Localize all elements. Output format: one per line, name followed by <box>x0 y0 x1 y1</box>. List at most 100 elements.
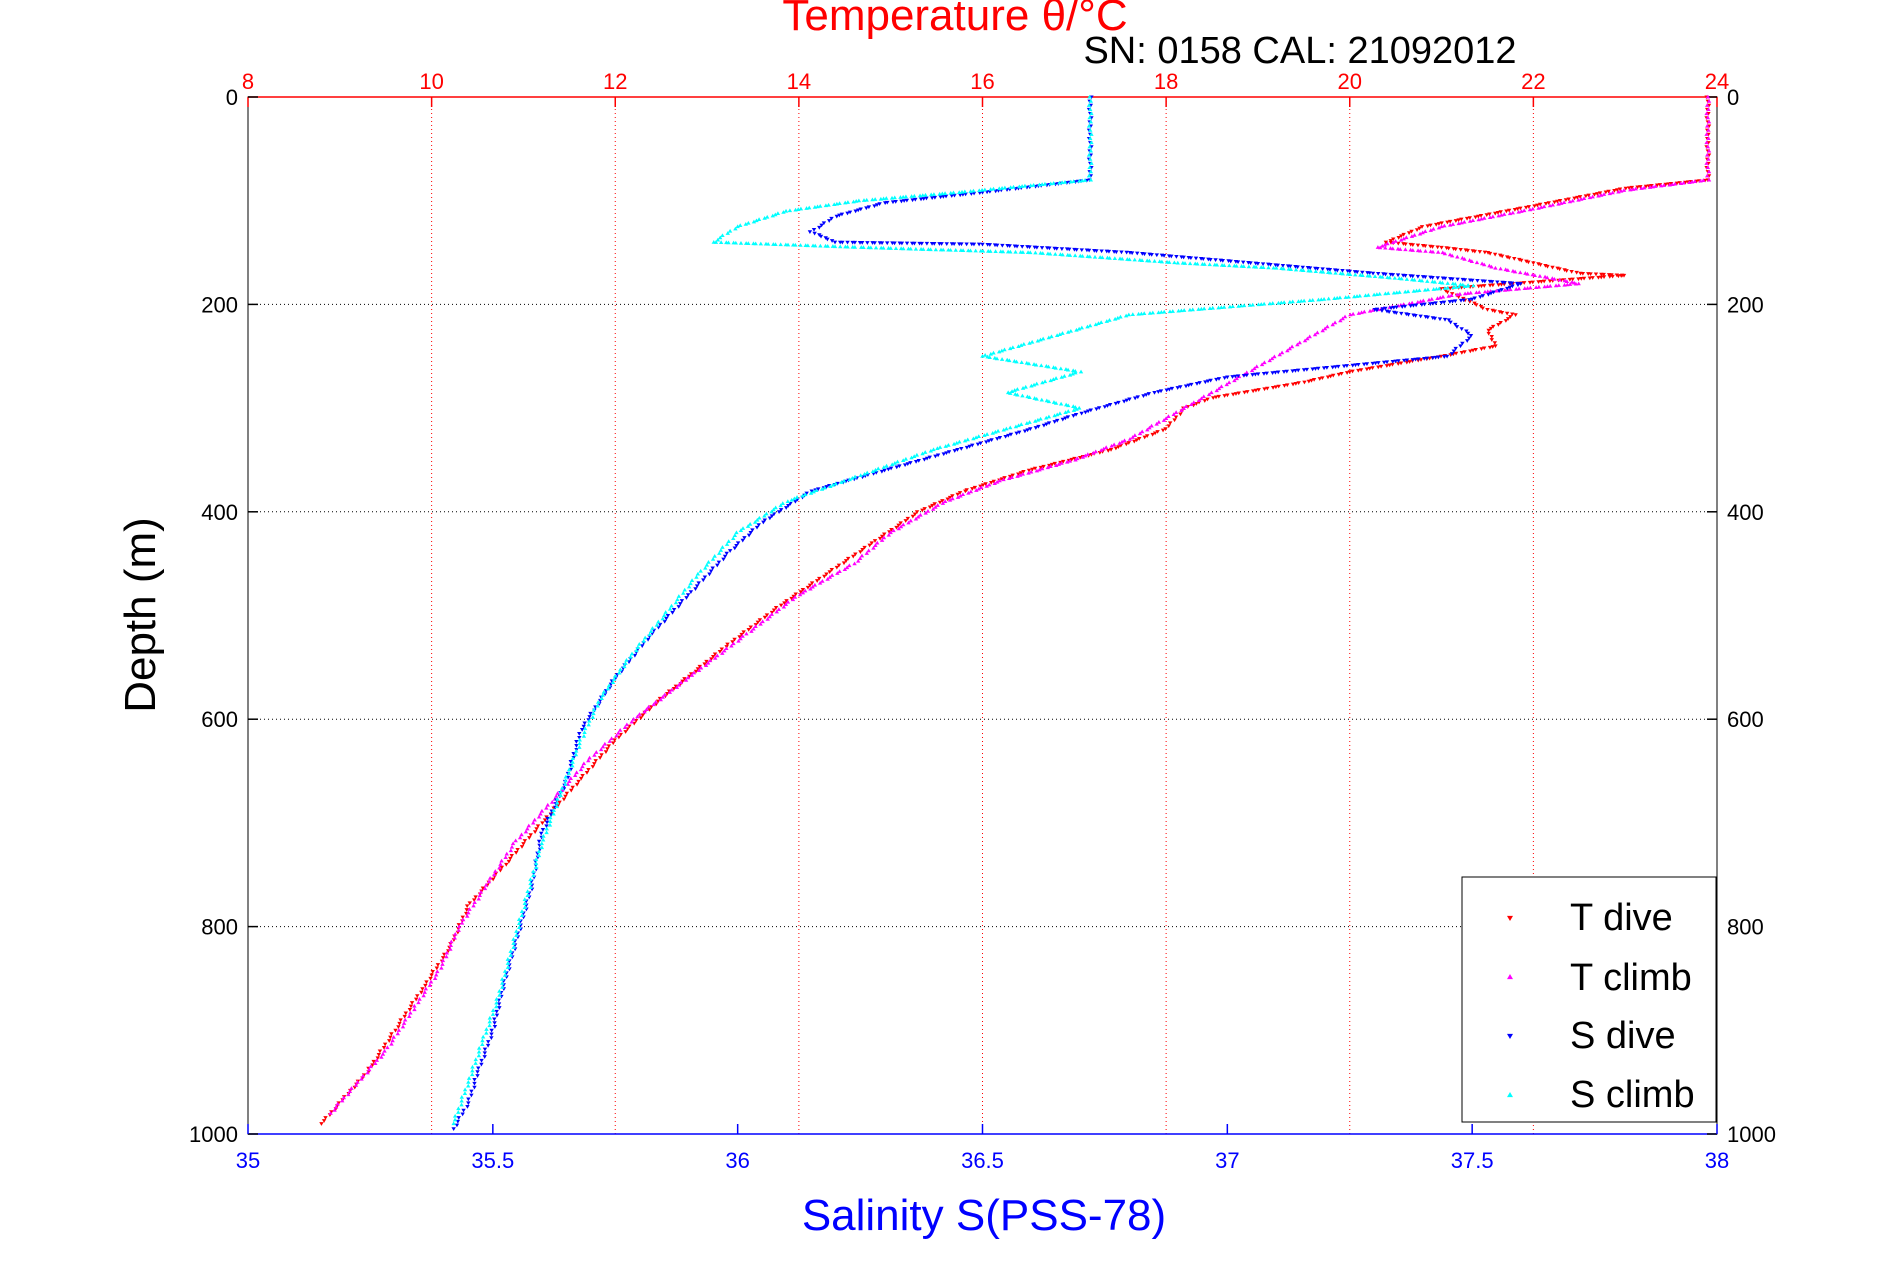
data-point <box>864 206 869 211</box>
data-point <box>767 614 772 619</box>
data-point <box>1499 311 1505 315</box>
data-point <box>749 629 754 633</box>
data-point <box>1437 286 1442 291</box>
data-point <box>996 349 1002 354</box>
data-point <box>1505 268 1511 272</box>
data-point <box>644 707 649 711</box>
data-point <box>1083 410 1088 415</box>
data-point <box>1706 107 1711 111</box>
data-point <box>1476 217 1481 222</box>
data-point <box>977 191 982 196</box>
data-point <box>927 455 932 460</box>
data-point <box>1330 322 1335 327</box>
data-point <box>1031 183 1036 187</box>
data-point <box>873 543 878 548</box>
data-point <box>879 534 885 539</box>
data-point <box>1489 335 1494 339</box>
data-point <box>1154 421 1159 426</box>
data-point <box>683 677 689 682</box>
tick-label-temperature: 18 <box>1154 69 1178 94</box>
data-point <box>1032 466 1038 471</box>
data-point <box>1019 184 1025 188</box>
data-point <box>805 243 811 248</box>
data-point <box>1139 429 1145 434</box>
data-point <box>1572 196 1577 201</box>
data-point <box>1088 177 1094 182</box>
data-point <box>895 459 900 464</box>
data-point <box>1008 425 1013 430</box>
data-point <box>822 574 827 579</box>
data-point <box>993 249 998 254</box>
data-point <box>1397 247 1403 251</box>
data-point <box>487 876 493 880</box>
data-point <box>684 596 689 600</box>
series-s-climb <box>451 94 1476 1126</box>
data-point <box>923 192 928 197</box>
data-point <box>549 799 555 804</box>
data-point <box>1361 362 1367 367</box>
data-point <box>1354 270 1360 275</box>
data-point <box>919 241 924 246</box>
data-point <box>746 241 751 245</box>
data-point <box>1066 403 1071 408</box>
data-point <box>1374 308 1380 313</box>
data-point <box>999 348 1005 353</box>
data-point <box>987 355 992 360</box>
data-point <box>839 212 845 217</box>
data-point <box>479 1062 484 1067</box>
data-point <box>1296 299 1301 303</box>
data-point <box>395 1031 400 1036</box>
data-point <box>1492 341 1498 345</box>
data-point <box>770 213 775 218</box>
data-point <box>976 434 981 439</box>
data-point <box>753 624 758 629</box>
data-point <box>1077 405 1082 410</box>
tick-label-temperature: 8 <box>242 69 254 94</box>
data-point <box>628 654 633 659</box>
data-point <box>1270 301 1275 305</box>
data-point <box>793 207 798 212</box>
data-point <box>761 520 766 525</box>
data-point <box>1387 275 1392 280</box>
data-point <box>1464 329 1469 334</box>
data-point <box>1404 360 1410 365</box>
data-point <box>540 821 545 826</box>
data-point <box>1488 326 1494 331</box>
data-point <box>472 1081 477 1086</box>
data-point <box>1508 315 1513 319</box>
data-point <box>735 541 741 546</box>
data-point <box>1491 290 1496 295</box>
data-point <box>1487 263 1492 268</box>
data-point <box>1380 243 1385 248</box>
data-point <box>784 506 789 510</box>
data-point <box>881 245 886 250</box>
data-point <box>776 510 782 514</box>
data-point <box>1392 275 1397 280</box>
data-point <box>1256 302 1261 307</box>
data-point <box>1026 470 1031 475</box>
data-point <box>1020 250 1026 254</box>
data-point <box>773 505 778 510</box>
data-point <box>476 1066 481 1071</box>
data-point <box>912 512 918 517</box>
data-point <box>577 736 582 740</box>
tick-label-depth-right: 1000 <box>1727 1122 1776 1147</box>
data-point <box>1055 418 1060 423</box>
data-point <box>1454 292 1460 297</box>
data-point <box>509 844 515 849</box>
data-point <box>617 728 623 732</box>
data-point <box>827 575 833 579</box>
data-point <box>1429 297 1434 301</box>
data-point <box>1132 439 1137 444</box>
data-point <box>1018 343 1024 347</box>
data-point <box>916 514 921 519</box>
data-point <box>1383 272 1388 277</box>
data-point <box>789 596 794 601</box>
data-point <box>498 868 503 873</box>
data-point <box>603 750 609 754</box>
data-point <box>1040 251 1045 255</box>
data-point <box>1610 190 1615 195</box>
data-point <box>1687 180 1692 184</box>
data-point <box>877 536 883 541</box>
